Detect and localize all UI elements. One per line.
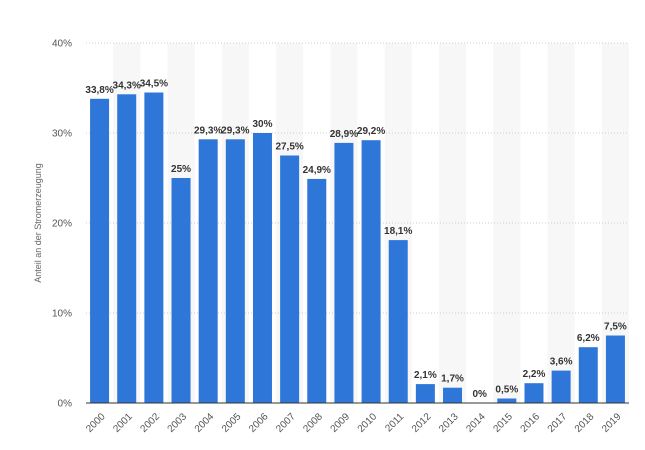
- bar: [524, 383, 544, 403]
- data-label: 0%: [472, 389, 487, 400]
- y-axis-title: Anteil an der Stromerzeugung: [33, 163, 43, 283]
- data-label: 34,3%: [113, 80, 141, 91]
- bar: [307, 178, 327, 403]
- data-label: 27,5%: [275, 142, 303, 153]
- bar: [361, 140, 381, 403]
- x-tick-labels: 2000 2001 2002 2003 2004 2005 2006 2007 2008 2009…: [84, 411, 624, 435]
- bar: [144, 92, 164, 403]
- data-label: 29,2%: [357, 126, 385, 137]
- data-label: 33,8%: [85, 85, 113, 96]
- x-tick-label: 2013: [437, 411, 461, 435]
- bar: [415, 384, 435, 403]
- bar: [497, 398, 517, 403]
- data-label: 1,7%: [441, 374, 464, 385]
- bar: [117, 94, 137, 404]
- x-tick-label: 2003: [166, 411, 190, 435]
- bar: [578, 347, 598, 403]
- bar: [280, 155, 300, 403]
- x-tick-label: 2006: [247, 411, 271, 435]
- data-label: 28,9%: [330, 129, 358, 140]
- x-tick-label: 2001: [111, 411, 135, 435]
- data-label: 25%: [171, 164, 191, 175]
- x-tick-label: 2002: [138, 411, 162, 435]
- x-tick-label: 2008: [301, 411, 325, 435]
- bar: [551, 370, 571, 403]
- bar: [334, 142, 354, 403]
- x-tick-label: 2000: [84, 411, 108, 435]
- data-label: 2,2%: [523, 369, 546, 380]
- y-tick-label: 10%: [52, 309, 72, 320]
- data-label: 3,6%: [550, 357, 573, 368]
- bar: [443, 387, 463, 403]
- data-label: 29,3%: [221, 125, 249, 136]
- data-label: 7,5%: [604, 322, 627, 333]
- x-tick-label: 2019: [600, 411, 624, 435]
- data-label: 29,3%: [194, 125, 222, 136]
- bar: [198, 139, 218, 404]
- x-tick-label: 2015: [491, 411, 515, 435]
- data-label: 24,9%: [303, 165, 331, 176]
- data-label: 2,1%: [414, 370, 437, 381]
- x-tick-label: 2012: [410, 411, 434, 435]
- bars: [90, 92, 625, 404]
- y-tick-label: 30%: [52, 129, 72, 140]
- data-label: 18,1%: [384, 226, 412, 237]
- x-tick-label: 2010: [356, 411, 380, 435]
- data-label: 6,2%: [577, 333, 600, 344]
- y-tick-label: 20%: [52, 219, 72, 230]
- y-tick-label: 0%: [58, 399, 73, 410]
- x-tick-label: 2007: [274, 411, 298, 435]
- x-tick-label: 2014: [464, 411, 488, 435]
- x-tick-label: 2017: [546, 411, 570, 435]
- bar: [225, 139, 245, 404]
- bar: [171, 178, 191, 403]
- y-tick-labels: 0% 10% 20% 30% 40%: [52, 39, 72, 410]
- bar: [90, 98, 110, 404]
- bar: [388, 240, 408, 403]
- value-labels: 33,8%34,3%34,5%25%29,3%29,3%30%27,5%24,9…: [85, 79, 627, 401]
- x-tick-label: 2005: [220, 411, 244, 435]
- bar: [252, 133, 272, 403]
- data-label: 30%: [252, 119, 272, 130]
- y-tick-label: 40%: [52, 39, 72, 50]
- x-tick-label: 2004: [193, 411, 217, 435]
- background-band: [547, 43, 575, 403]
- x-tick-label: 2009: [329, 411, 353, 435]
- bar: [605, 335, 625, 403]
- data-label: 0,5%: [495, 385, 518, 396]
- x-tick-label: 2018: [573, 411, 597, 435]
- data-label: 34,5%: [140, 79, 168, 90]
- x-tick-label: 2011: [383, 411, 406, 434]
- x-tick-label: 2016: [519, 411, 543, 435]
